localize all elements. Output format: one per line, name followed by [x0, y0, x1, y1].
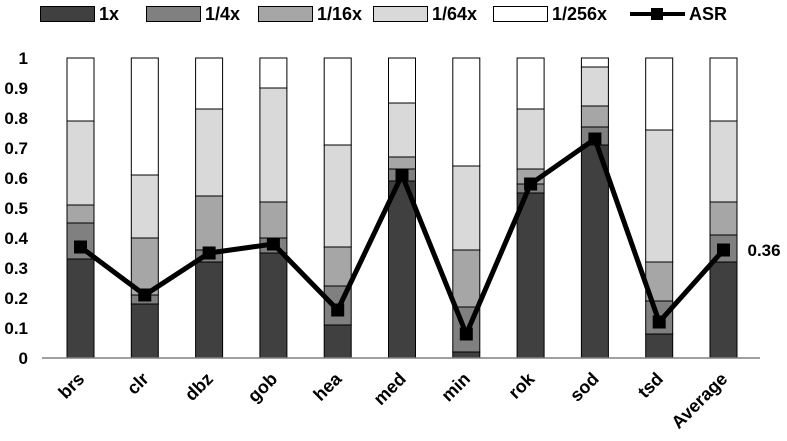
bar-segment-1x	[66, 258, 95, 359]
y-tick-label: 0.6	[4, 169, 28, 188]
x-tick-label: Average	[667, 369, 731, 433]
bar-segment-1-64x	[388, 102, 416, 158]
chart-legend: 1x 1/4x 1/16x 1/64x 1/256x ASR	[0, 0, 787, 30]
asr-marker	[717, 243, 730, 257]
legend-label-1-4x: 1/4x	[205, 4, 241, 24]
bar-segment-1-256x	[130, 57, 159, 176]
x-tick-label: hea	[309, 368, 346, 405]
x-tick-label: tsd	[634, 369, 667, 402]
bar-segment-1x	[388, 180, 416, 359]
legend-label-1-64x: 1/64x	[432, 4, 478, 24]
legend-swatch-asr	[630, 6, 685, 22]
bar-segment-1-64x	[645, 129, 674, 263]
legend-item-1-256x: 1/256x	[493, 4, 607, 24]
asr-marker	[74, 240, 87, 254]
bar-segment-1-64x	[452, 165, 481, 251]
bar-segment-1x	[645, 333, 674, 359]
legend-swatch-1-16x	[258, 6, 313, 22]
legend-label-1-256x: 1/256x	[552, 4, 608, 24]
bar-segment-1-64x	[195, 108, 224, 197]
legend-swatch-1x	[40, 6, 95, 22]
legend-item-1-16x: 1/16x	[258, 4, 362, 24]
legend-label-1x: 1x	[99, 4, 120, 24]
legend-swatch-1-256x	[493, 6, 548, 22]
asr-marker	[459, 327, 473, 341]
bar-segment-1x	[323, 324, 352, 359]
x-tick-label: rok	[504, 368, 539, 403]
asr-marker	[395, 168, 409, 182]
bar-segment-1-16x	[709, 201, 738, 236]
legend-item-1-64x: 1/64x	[373, 4, 477, 24]
x-tick-label: dbz	[181, 369, 217, 405]
asr-marker	[202, 246, 216, 260]
bar-segment-1-256x	[580, 57, 609, 68]
y-tick-label: 0.3	[4, 259, 28, 278]
bar-segment-1-256x	[195, 57, 224, 110]
bar-segment-1x	[516, 192, 545, 359]
asr-marker	[524, 177, 538, 191]
bar-segment-1-64x	[709, 120, 738, 203]
bar-segment-1-256x	[388, 57, 416, 104]
y-tick-label: 0.2	[4, 289, 28, 308]
legend-label-asr: ASR	[689, 4, 728, 24]
bar-segment-1-256x	[259, 57, 288, 89]
x-tick-label: clr	[123, 369, 153, 399]
bar-segment-1-256x	[645, 57, 674, 131]
bar-segment-1-64x	[516, 108, 545, 170]
asr-marker	[266, 237, 280, 251]
x-tick-label: min	[437, 369, 474, 406]
asr-annotation: 0.36	[748, 241, 781, 260]
bar-segment-1-16x	[259, 201, 288, 239]
bar-segment-1x	[580, 144, 609, 359]
bar-segment-1-256x	[709, 57, 738, 122]
bar-segment-1-16x	[323, 246, 352, 287]
x-tick-label: med	[370, 369, 410, 409]
asr-marker	[138, 288, 152, 302]
legend-item-asr: ASR	[630, 4, 727, 24]
asr-marker	[588, 132, 602, 146]
y-tick-label: 0.9	[4, 79, 28, 98]
bar-segment-1-64x	[580, 66, 609, 107]
y-tick-label: 0.1	[4, 319, 28, 338]
y-tick-label: 0.8	[4, 109, 28, 128]
x-tick-label: gob	[244, 369, 281, 406]
x-tick-label: sod	[566, 369, 603, 406]
y-tick-label: 0.7	[4, 139, 28, 158]
legend-item-1-4x: 1/4x	[146, 4, 240, 24]
bar-segment-1x	[709, 261, 738, 359]
bar-segment-1-64x	[323, 144, 352, 248]
bar-segment-1x	[259, 252, 288, 359]
x-tick-label: brs	[54, 369, 88, 403]
asr-marker	[652, 315, 666, 329]
bar-segment-1-16x	[388, 156, 416, 170]
y-tick-label: 0.4	[4, 229, 28, 248]
bar-segment-1-64x	[130, 174, 159, 239]
y-tick-label: 0	[19, 349, 28, 368]
legend-swatch-1-64x	[373, 6, 428, 22]
bar-segment-1-256x	[452, 57, 481, 167]
bar-segment-1-256x	[66, 57, 95, 122]
bar-segment-1x	[195, 261, 224, 359]
bar-segment-1-16x	[452, 249, 481, 308]
bar-segment-1x	[130, 303, 159, 359]
bar-segment-1-16x	[195, 195, 224, 251]
bar-segment-1-256x	[516, 57, 545, 110]
legend-swatch-1-4x	[146, 6, 201, 22]
asr-marker	[331, 303, 345, 317]
y-tick-label: 0.5	[4, 199, 28, 218]
bar-segment-1-64x	[259, 87, 288, 203]
legend-item-1x: 1x	[40, 4, 119, 24]
bar-segment-1x	[452, 351, 481, 359]
y-tick-label: 1	[19, 49, 28, 68]
legend-label-1-16x: 1/16x	[317, 4, 363, 24]
bar-segment-1-64x	[66, 120, 95, 206]
bar-segment-1-256x	[323, 57, 352, 146]
bar-segment-1-16x	[66, 204, 95, 224]
bar-segment-1-16x	[580, 105, 609, 128]
